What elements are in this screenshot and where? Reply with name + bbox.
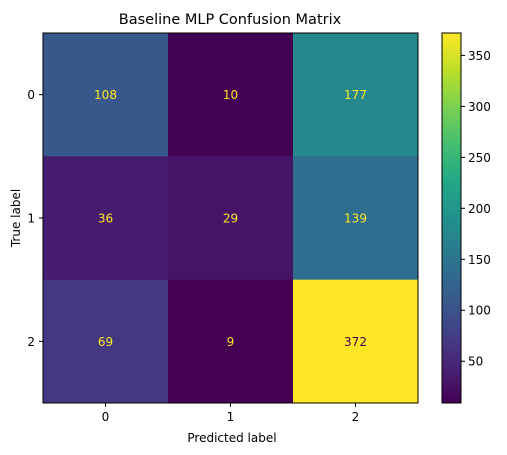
heatmap-cell xyxy=(168,279,294,404)
y-tick-label: 1 xyxy=(27,212,35,226)
heatmap-cell xyxy=(293,33,419,157)
colorbar-tick-label: 100 xyxy=(468,304,491,318)
y-tick-label: 2 xyxy=(27,335,35,349)
heatmap-cell xyxy=(168,156,294,281)
colorbar-tick-label: 250 xyxy=(468,151,491,165)
heatmap-cell xyxy=(293,279,419,404)
x-axis-label: Predicted label xyxy=(187,431,276,445)
cell-value-label: 139 xyxy=(344,212,367,226)
colorbar-tick-label: 50 xyxy=(468,355,483,369)
cell-value-label: 69 xyxy=(98,335,113,349)
heatmap-cell xyxy=(43,33,169,157)
colorbar-tick-label: 150 xyxy=(468,253,491,267)
y-tick-label: 0 xyxy=(27,88,35,102)
colorbar-tick-label: 350 xyxy=(468,49,491,63)
heatmap-cell xyxy=(43,279,169,404)
y-axis-label: True label xyxy=(9,189,23,248)
cell-value-label: 36 xyxy=(98,212,113,226)
cell-value-label: 108 xyxy=(94,88,117,102)
y-axis-ticks: 0 1 2 xyxy=(27,88,43,349)
colorbar-tick-label: 300 xyxy=(468,100,491,114)
x-axis-ticks: 0 1 2 xyxy=(102,403,360,424)
x-tick-label: 0 xyxy=(102,410,110,424)
chart-title: Baseline MLP Confusion Matrix xyxy=(119,12,342,28)
heatmap-cell xyxy=(168,33,294,157)
colorbar-ticks: 50 100 150 200 250 300 350 xyxy=(461,49,491,369)
cell-value-label: 9 xyxy=(227,335,235,349)
cell-value-label: 29 xyxy=(223,212,238,226)
colorbar-tick-label: 200 xyxy=(468,202,491,216)
heatmap-cell xyxy=(293,156,419,281)
cell-value-label: 177 xyxy=(344,88,367,102)
heatmap-cell xyxy=(43,156,169,281)
cell-value-label: 372 xyxy=(344,335,367,349)
heatmap-cell-labels: 108 10 177 36 29 139 69 9 372 xyxy=(94,88,367,349)
x-tick-label: 2 xyxy=(352,410,360,424)
heatmap-cells xyxy=(43,33,419,404)
colorbar xyxy=(441,32,462,404)
x-tick-label: 1 xyxy=(227,410,235,424)
cell-value-label: 10 xyxy=(223,88,238,102)
